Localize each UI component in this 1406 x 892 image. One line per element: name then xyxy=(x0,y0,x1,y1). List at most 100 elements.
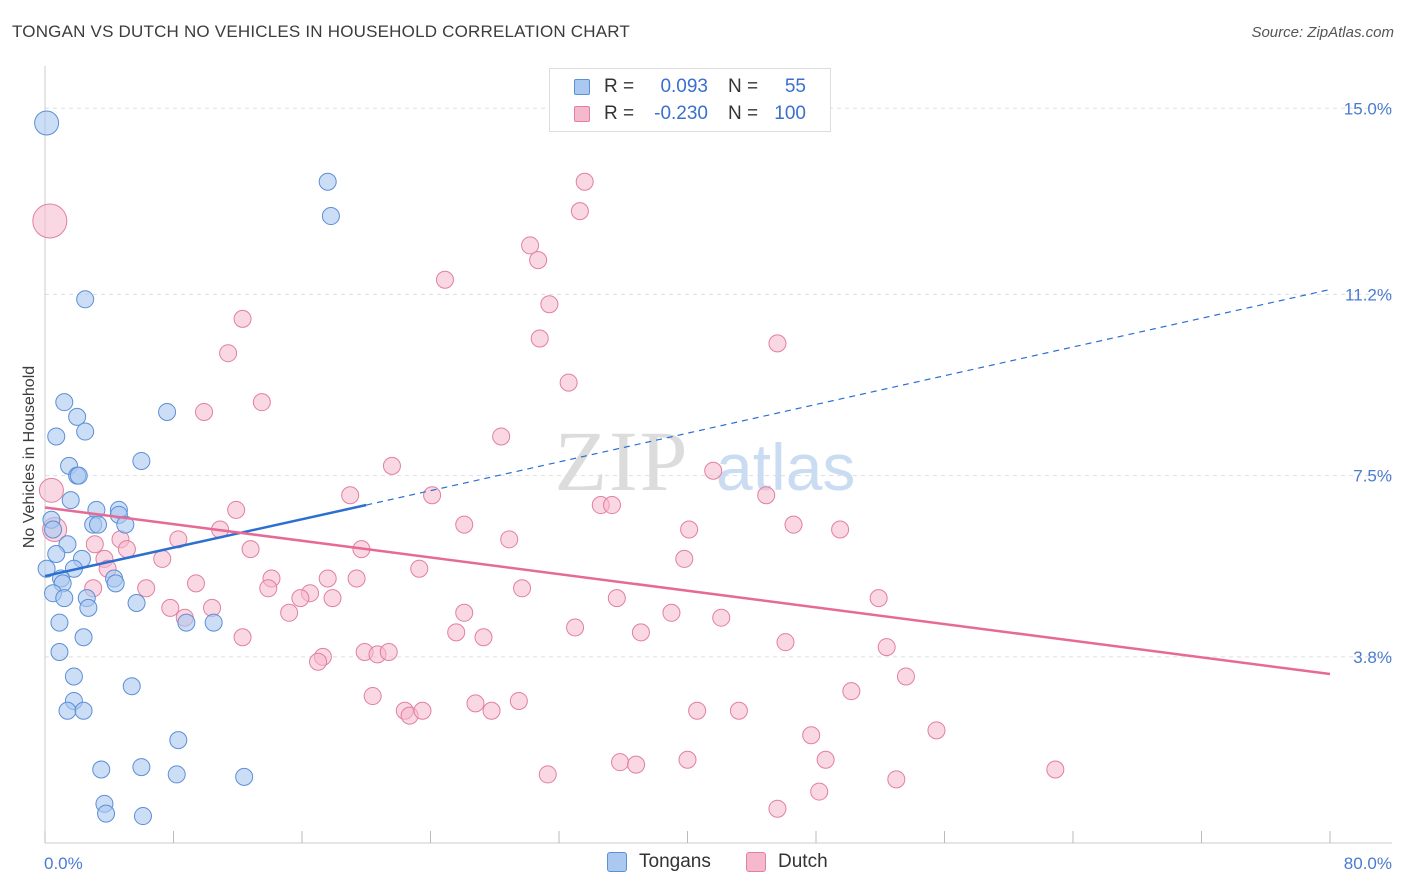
dutch-point xyxy=(896,667,915,686)
dutch-point xyxy=(382,456,401,475)
dutch-point xyxy=(540,295,559,314)
dutch-point xyxy=(927,721,946,740)
watermark-zip: ZIP xyxy=(555,413,690,509)
dutch-point xyxy=(530,329,549,348)
tongan-point xyxy=(68,407,87,426)
legend-n-label: N = xyxy=(728,103,759,124)
dutch-point xyxy=(379,642,398,661)
dutch-point xyxy=(38,477,64,503)
y-tick-label: 15.0% xyxy=(1344,99,1392,118)
dutch-point xyxy=(423,486,442,505)
tongan-point xyxy=(79,598,98,617)
tongan-point xyxy=(47,545,66,564)
grid-lines xyxy=(45,107,1392,658)
dutch-point xyxy=(680,520,699,539)
dutch-point xyxy=(559,373,578,392)
axes xyxy=(44,66,1392,844)
tongan-point xyxy=(158,402,177,421)
dutch-point xyxy=(410,559,429,578)
dutch-point xyxy=(341,486,360,505)
dutch-point xyxy=(32,203,68,239)
dutch-point xyxy=(252,393,271,412)
dutch-point xyxy=(241,540,260,559)
dutch-point xyxy=(466,694,485,713)
dutch-point xyxy=(455,515,474,534)
legend-row-dutch: R = -0.230 N = 100 xyxy=(574,102,806,126)
dutch-point xyxy=(607,589,626,608)
legend-r-value: -0.230 xyxy=(654,103,708,124)
legend-swatch-tongans xyxy=(574,79,590,95)
dutch-point xyxy=(233,309,252,328)
dutch-point xyxy=(347,569,366,588)
dutch-point xyxy=(280,603,299,622)
dutch-point xyxy=(662,603,681,622)
bottom-legend-label-dutch: Dutch xyxy=(778,851,828,872)
dutch-point xyxy=(842,682,861,701)
dutch-point xyxy=(575,172,594,191)
legend-r-label: R = xyxy=(604,103,635,124)
dutch-point xyxy=(455,603,474,622)
dutch-point xyxy=(85,535,104,554)
bottom-legend-dutch: Dutch xyxy=(746,851,828,873)
tongan-point xyxy=(92,760,111,779)
dutch-point xyxy=(816,750,835,769)
tongan-point xyxy=(177,613,196,632)
tongan-point xyxy=(169,731,188,750)
trend-lines xyxy=(44,288,1331,676)
dutch-point xyxy=(869,589,888,608)
tongan-point xyxy=(204,613,223,632)
tongan-point xyxy=(74,701,93,720)
dutch-point xyxy=(784,515,803,534)
tongan-point xyxy=(69,466,88,485)
dutch-point xyxy=(704,461,723,480)
tongan-point xyxy=(47,427,66,446)
dutch-point xyxy=(831,520,850,539)
tongan-point xyxy=(122,677,141,696)
tongan-point xyxy=(44,520,63,539)
tongan-point xyxy=(89,515,108,534)
dutch-point xyxy=(768,799,787,818)
dutch-point xyxy=(435,270,454,289)
tongan-trend-line xyxy=(44,503,367,578)
dutch-point xyxy=(259,579,278,598)
y-axis-label: No Vehicles in Household xyxy=(21,366,38,548)
tongan-point xyxy=(64,667,83,686)
dutch-point xyxy=(413,701,432,720)
dutch-point xyxy=(137,579,156,598)
legend-r-value: 0.093 xyxy=(660,76,708,97)
dutch-point xyxy=(219,344,238,363)
dutch-point xyxy=(631,623,650,642)
dutch-point xyxy=(877,638,896,657)
dutch-point xyxy=(1046,760,1065,779)
legend-n-label: N = xyxy=(728,76,759,97)
tongan-point xyxy=(76,290,95,309)
tick-labels: 3.8% 7.5% 11.2% 15.0% 0.0% 80.0% xyxy=(44,99,1392,873)
tongan-point xyxy=(55,589,74,608)
dutch-trend-line xyxy=(44,506,1331,676)
x-tick-label: 0.0% xyxy=(44,854,83,873)
tongan-point xyxy=(235,767,254,786)
dutch-series xyxy=(32,172,1065,818)
source-credit: Source: ZipAtlas.com xyxy=(1251,24,1394,41)
dutch-point xyxy=(570,202,589,221)
watermark-atlas: atlas xyxy=(716,430,855,504)
dutch-point xyxy=(802,726,821,745)
tongan-point xyxy=(76,422,95,441)
dutch-point xyxy=(768,334,787,353)
dutch-point xyxy=(500,530,519,549)
tongan-point xyxy=(318,172,337,191)
dutch-point xyxy=(611,753,630,772)
legend-n-value: 55 xyxy=(784,76,806,97)
dutch-point xyxy=(291,589,310,608)
y-tick-label: 3.8% xyxy=(1353,648,1392,667)
dutch-point xyxy=(776,633,795,652)
dutch-point xyxy=(195,402,214,421)
dutch-point xyxy=(627,755,646,774)
dutch-point xyxy=(529,251,548,270)
dutch-point xyxy=(323,589,342,608)
bottom-legend-swatch-tongans xyxy=(607,852,627,872)
dutch-point xyxy=(603,496,622,515)
dutch-point xyxy=(887,770,906,789)
tongan-point xyxy=(34,110,60,136)
